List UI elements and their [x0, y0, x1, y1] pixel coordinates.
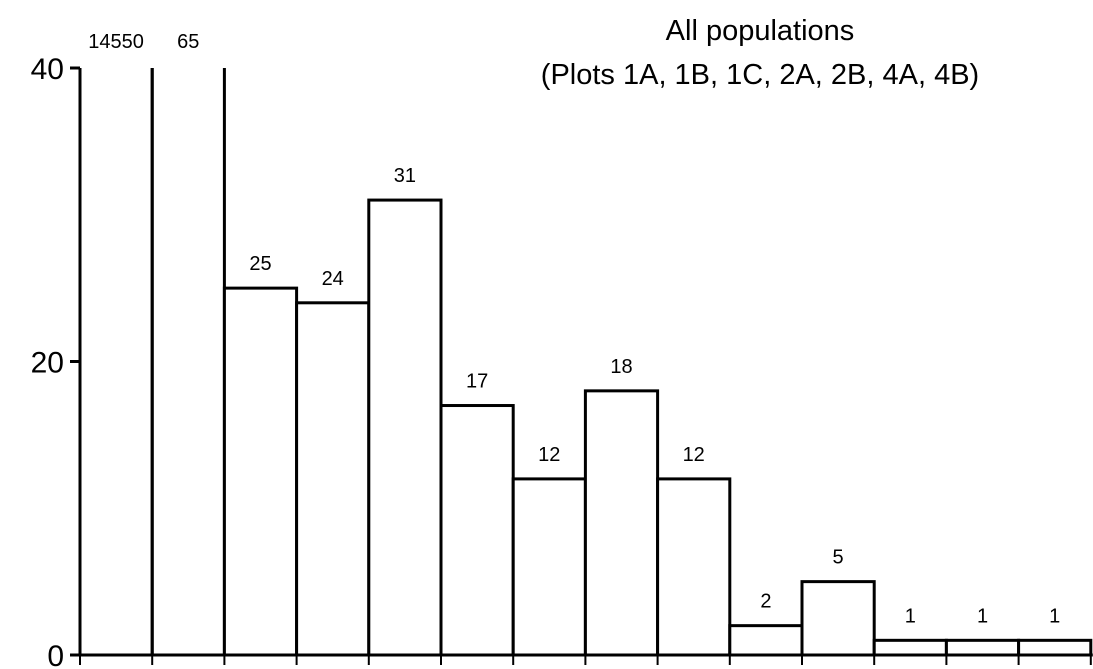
bar	[800, 580, 876, 657]
bar	[222, 286, 299, 657]
y-tick-label: 20	[31, 347, 64, 380]
bar-value-label: 14550	[88, 31, 144, 53]
bar	[656, 477, 732, 657]
bar	[367, 198, 443, 657]
bar-value-label: 2	[760, 591, 771, 613]
bar	[78, 68, 154, 655]
bar-value-label: 12	[538, 444, 560, 466]
bar-value-label: 31	[394, 165, 416, 187]
chart-subtitle: (Plots 1A, 1B, 1C, 2A, 2B, 4A, 4B)	[541, 59, 979, 91]
bar	[511, 477, 587, 657]
bar-value-label: 1	[905, 605, 916, 627]
bar	[439, 404, 515, 657]
bar-value-label: 12	[683, 444, 705, 466]
bar	[150, 68, 226, 655]
bar	[728, 624, 804, 657]
bar-value-label: 5	[833, 547, 844, 569]
bar	[1017, 638, 1093, 657]
chart-title: All populations	[666, 15, 855, 47]
bar	[583, 389, 660, 657]
bar-value-label: 65	[177, 31, 199, 53]
y-tick-label: 0	[47, 640, 64, 669]
bar-value-label: 24	[322, 268, 344, 290]
bar-value-label: 25	[249, 253, 271, 275]
bars-layer	[78, 68, 1093, 657]
bar-value-label: 1	[977, 605, 988, 627]
bar-value-label: 18	[610, 356, 632, 378]
bar-value-label: 17	[466, 371, 488, 393]
bar-value-label: 1	[1049, 605, 1060, 627]
bar	[295, 301, 371, 657]
bar	[944, 638, 1021, 657]
y-tick-label: 40	[31, 53, 64, 86]
bar	[872, 638, 948, 657]
